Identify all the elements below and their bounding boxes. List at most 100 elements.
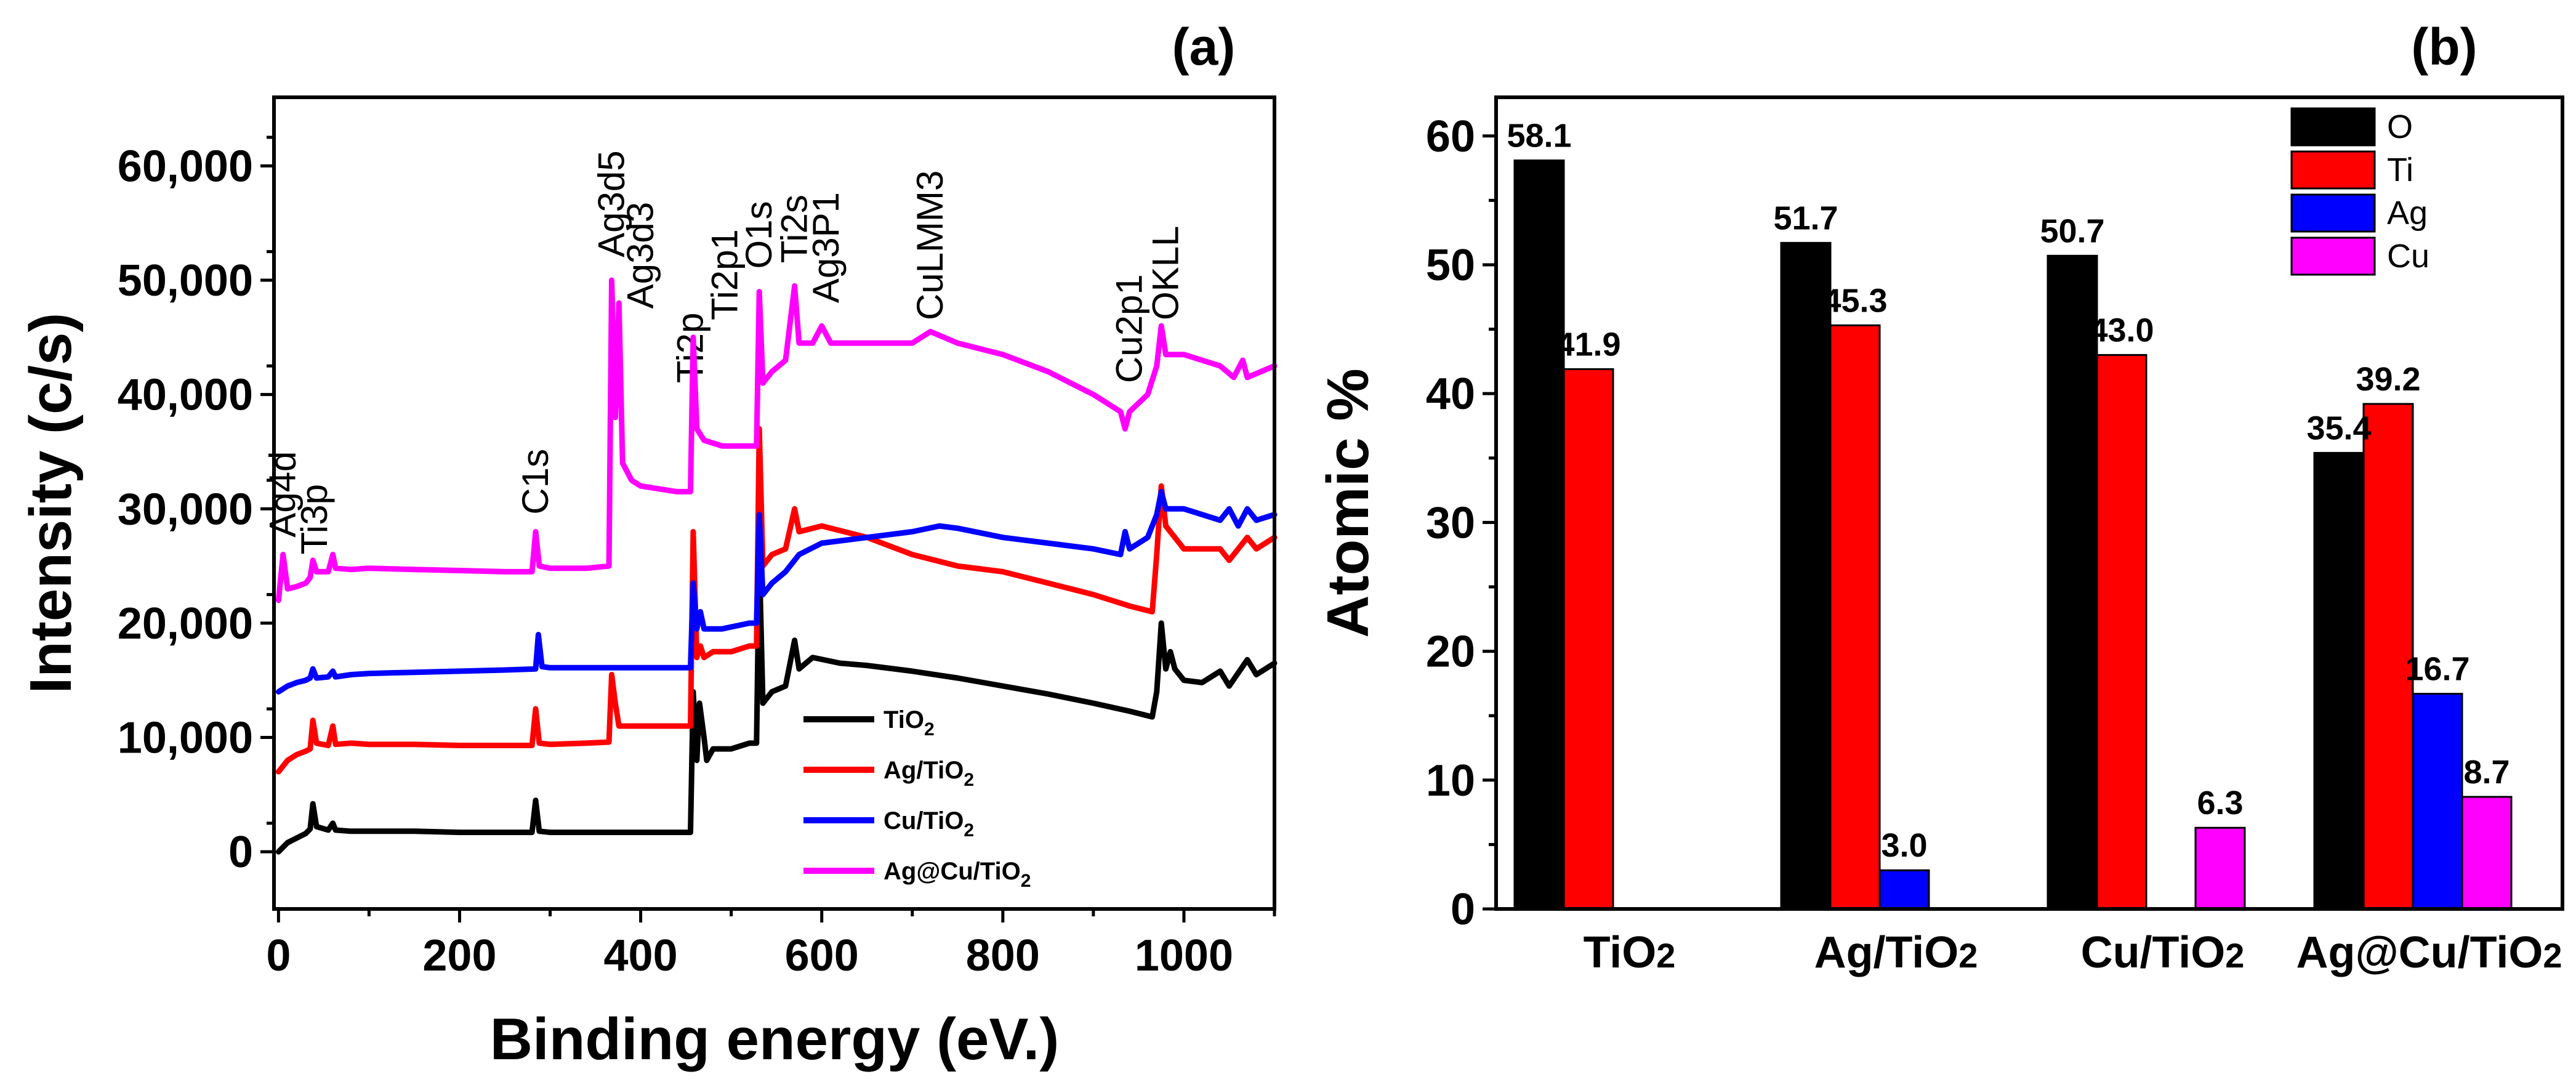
peak-label: O1s [738,201,779,268]
legend-label-base: Cu/TiO [883,807,964,834]
x-tick-label-a: 1000 [1135,931,1233,980]
bars [1513,159,2513,910]
bar-o [1780,241,1832,910]
category-label-subscript: 2 [2225,936,2244,975]
legend-label-subscript: 2 [964,820,974,841]
y-tick-label-b: 30 [1426,498,1475,547]
spectrum-cu_tio2 [275,488,1278,695]
peak-label: Ti2s [774,195,815,263]
bar-value-label: 3.0 [1881,827,1927,864]
bar-value-label: 8.7 [2463,754,2510,791]
y-tick-label-a: 50,000 [118,256,253,305]
x-tick-label-a: 200 [422,931,496,980]
legend-label-base: Ag/TiO [883,757,964,784]
legend-swatch-b [2290,150,2376,190]
bar-value-label: 58.1 [1507,118,1571,155]
legend-swatch-b [2290,236,2376,276]
y-tick-label-b: 20 [1426,628,1475,677]
legend-b: O Ti Ag Cu [2290,107,2429,276]
bar-ag [1878,869,1930,910]
y-tick-label-b: 60 [1426,112,1475,161]
x-axis-ticks-a: 0 200 400 600 800 1000 [266,909,1276,980]
bar-o [2047,254,2098,910]
category-label: Ag@Cu/TiO2 [2296,928,2562,977]
legend-label-base: Ag@Cu/TiO [883,858,1021,885]
y-tick-label-b: 0 [1451,885,1475,934]
peak-label: CuLMM3 [909,171,951,320]
peak-label: Ti3p [294,484,335,555]
x-axis-title-a: Binding energy (eV.) [490,1006,1060,1072]
plot-frame-b [1494,95,2564,911]
bar-o [1513,159,1565,910]
peak-labels: Ag4dTi3pC1sAg3d5Ag3d3Ti2pTi2p1O1sTi2sAg3… [262,150,1186,554]
y-tick-label-b: 10 [1426,756,1475,805]
peak-label: Ag4d [262,451,304,538]
bar-cu [2194,826,2246,910]
legend-label-subscript: 2 [924,719,935,740]
legend-label-b: O [2387,108,2413,145]
bar-ti [1829,324,1881,910]
legend-label-b: Cu [2387,238,2429,275]
bar-value-label: 43.0 [2089,312,2154,349]
plot-frame-a [272,95,1276,911]
legend-label-base: TiO [883,706,924,733]
spectra-lines [275,277,1278,855]
legend-label-a: TiO2 [883,706,935,740]
peak-label: Ag3P1 [805,192,847,303]
bar-value-label: 6.3 [2197,785,2243,822]
legend-label-a: Ag@Cu/TiO2 [883,858,1031,891]
legend-swatch-b [2290,193,2376,233]
legend-label-b: Ti [2387,151,2413,188]
bar-value-label: 51.7 [1773,200,1838,236]
bar-ti [2362,403,2414,910]
bar-cu [2461,796,2513,910]
category-label-base: Ag/TiO [1814,928,1959,977]
legend-label-a: Cu/TiO2 [883,807,974,841]
category-label-base: TiO [1584,928,1657,977]
bar-value-label: 35.4 [2306,410,2371,446]
category-label-subscript: 2 [2543,936,2562,975]
x-tick-label-a: 800 [966,931,1040,980]
y-axis-title-a: Intensity (c/s) [18,313,84,694]
bar-value-label: 50.7 [2040,212,2104,249]
legend-swatch-b [2290,107,2376,147]
bar-ti [2096,353,2147,910]
panel-b-label: (b) [2411,18,2477,76]
spectrum-ag_cu_tio2 [275,277,1278,604]
legend-label-subscript: 2 [1021,871,1031,891]
y-tick-label-a: 10,000 [118,714,253,763]
panel-a-label: (a) [1172,18,1236,76]
y-tick-label-a: 60,000 [118,142,253,191]
legend-label-b: Ag [2387,195,2428,232]
category-label: TiO2 [1584,928,1676,977]
y-tick-label-b: 50 [1426,241,1475,290]
xps-survey-panel: (a) Ag4dTi3pC1sAg3d5Ag3d3Ti2pTi2p1O1sTi2… [18,18,1278,1072]
y-tick-label-a: 40,000 [118,371,253,420]
bar-ti [1563,368,1614,910]
category-label-subscript: 2 [1656,936,1675,975]
bar-value-label: 16.7 [2405,651,2469,688]
bar-value-labels: 58.1 41.9 51.7 45.3 3.0 50.7 43.0 6.3 35.4 39.2 16… [1507,118,2510,865]
atomic-percent-panel: (b) 58.1 41.9 51.7 45.3 3.0 50.7 43.0 6.3 35.4 39… [1315,18,2564,977]
legend-label-subscript: 2 [964,770,974,790]
legend-label-a: Ag/TiO2 [883,757,974,790]
bar-value-label: 41.9 [1556,326,1620,363]
y-tick-label-a: 20,000 [118,599,253,648]
x-tick-label-a: 400 [604,931,678,980]
peak-label: OKLL [1145,226,1186,320]
peak-label: Ti2p1 [704,229,745,320]
peak-label: Cu2p1 [1109,274,1150,383]
category-label: Cu/TiO2 [2081,928,2245,977]
bar-value-label: 45.3 [1822,282,1887,319]
y-axis-title-b: Atomic % [1315,368,1381,637]
bar-o [2313,451,2365,910]
bar-value-label: 39.2 [2356,361,2420,398]
spectrum-tio2 [275,552,1278,855]
x-tick-label-a: 0 [266,931,291,980]
x-tick-label-a: 600 [785,931,859,980]
category-label-subscript: 2 [1958,936,1978,975]
y-tick-label-a: 0 [228,828,253,877]
